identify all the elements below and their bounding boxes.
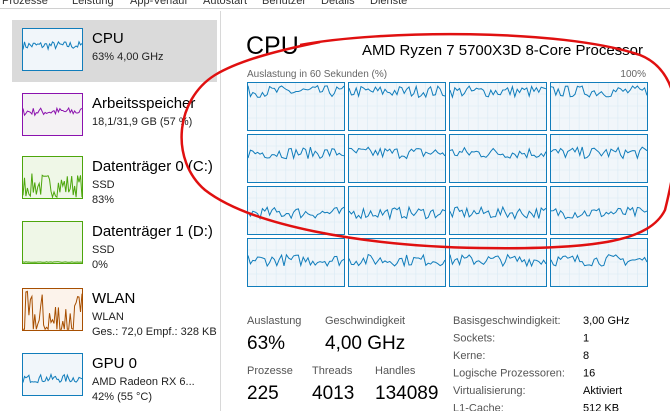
stat-label: Handles <box>375 365 416 377</box>
thumbnail <box>22 353 83 396</box>
sidebar-title[interactable]: GPU 0 <box>92 355 137 372</box>
core-graph <box>348 186 446 235</box>
thumbnail <box>22 221 83 264</box>
stat-label: Geschwindigkeit <box>325 315 405 327</box>
stat-value: 134089 <box>375 383 438 404</box>
stat-label: Threads <box>312 365 353 377</box>
detail-label: Virtualisierung: <box>453 385 526 397</box>
core-graph <box>550 82 648 131</box>
core-line <box>247 253 345 268</box>
sidebar-detail: 83% <box>92 194 114 206</box>
tab[interactable]: App-Verlauf <box>130 0 188 7</box>
core-line <box>348 253 446 268</box>
thumbnail-line <box>22 106 83 117</box>
detail-label: Sockets: <box>453 333 495 345</box>
core-graph <box>247 134 345 183</box>
core-graph <box>247 238 345 287</box>
sidebar-title[interactable]: Datenträger 1 (D:) <box>92 223 213 240</box>
core-line <box>550 85 648 98</box>
core-line <box>348 84 446 99</box>
core-line <box>247 206 345 220</box>
thumbnail <box>22 93 83 136</box>
sidebar-detail: SSD <box>92 244 115 256</box>
core-line <box>348 205 446 221</box>
annotation-circle <box>180 32 670 250</box>
detail-value: 8 <box>583 350 589 362</box>
tab[interactable]: Leistung <box>72 0 114 7</box>
detail-label: Basisgeschwindigkeit: <box>453 315 561 327</box>
core-line <box>449 146 547 159</box>
annotation <box>180 32 670 250</box>
sidebar-title[interactable]: Arbeitsspeicher <box>92 95 195 112</box>
tab[interactable]: Benutzer <box>262 0 306 7</box>
graph-max: 100% <box>620 69 646 80</box>
core-line <box>449 84 547 99</box>
sidebar-detail: 42% (55 °C) <box>92 391 152 403</box>
stat-value: 225 <box>247 383 279 404</box>
core-line <box>550 146 648 160</box>
sidebar-detail: 63% 4,00 GHz <box>92 51 164 63</box>
core-line <box>550 206 648 220</box>
sidebar-detail: Ges.: 72,0 Empf.: 328 KB <box>92 326 217 338</box>
core-graph <box>247 82 345 131</box>
cpu-title: CPU <box>246 32 299 60</box>
core-graph <box>449 82 547 131</box>
stat-label: Auslastung <box>247 315 301 327</box>
cpu-model: AMD Ryzen 7 5700X3D 8-Core Processor <box>362 42 643 59</box>
stat-value: 63% <box>247 333 285 354</box>
sidebar-detail: WLAN <box>92 311 124 323</box>
sidebar-title[interactable]: CPU <box>92 30 124 47</box>
sidebar-detail: SSD <box>92 179 115 191</box>
sidebar-detail: 0% <box>92 259 108 271</box>
detail-label: L1-Cache: <box>453 403 504 411</box>
tab[interactable]: Dienste <box>370 0 407 7</box>
core-graph <box>550 134 648 183</box>
thumbnail-line <box>22 40 83 51</box>
sidebar-title[interactable]: WLAN <box>92 290 135 307</box>
stat-value: 4013 <box>312 383 354 404</box>
sidebar-title[interactable]: Datenträger 0 (C:) <box>92 158 213 175</box>
thumbnail-line <box>22 372 83 384</box>
stat-value: 4,00 GHz <box>325 333 405 354</box>
core-line <box>247 146 345 161</box>
tab[interactable]: Autostart <box>203 0 247 7</box>
core-line <box>449 205 547 220</box>
sidebar-detail: AMD Radeon RX 6... <box>92 376 195 388</box>
core-graph <box>550 186 648 235</box>
detail-value: 16 <box>583 368 595 380</box>
thumbnail-line <box>22 173 83 200</box>
thumbnail <box>22 28 83 71</box>
stat-label: Prozesse <box>247 365 293 377</box>
core-line <box>550 254 648 267</box>
core-line <box>247 84 345 98</box>
sidebar-detail: 18,1/31,9 GB (57 %) <box>92 116 192 128</box>
detail-value: Aktiviert <box>583 385 622 397</box>
graph-label: Auslastung in 60 Sekunden (%) <box>247 69 387 80</box>
detail-value: 1 <box>583 333 589 345</box>
core-graph <box>449 238 547 287</box>
core-graph <box>348 82 446 131</box>
tab[interactable]: Prozesse <box>2 0 48 7</box>
thumbnail-line <box>23 290 83 331</box>
core-graph <box>449 134 547 183</box>
core-graph <box>348 134 446 183</box>
core-line <box>449 253 547 268</box>
core-line <box>348 146 446 160</box>
detail-label: Logische Prozessoren: <box>453 368 565 380</box>
detail-label: Kerne: <box>453 350 485 362</box>
detail-value: 512 KB <box>583 403 619 411</box>
tab[interactable]: Details <box>321 0 355 7</box>
detail-value: 3,00 GHz <box>583 315 629 327</box>
